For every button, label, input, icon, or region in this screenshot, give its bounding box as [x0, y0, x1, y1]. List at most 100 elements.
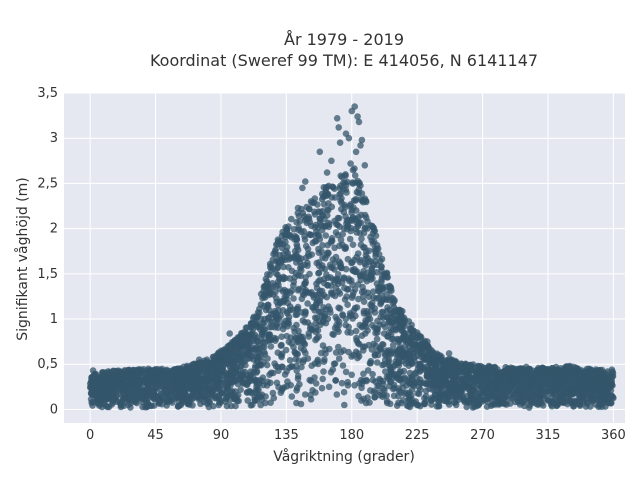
scatter-point: [395, 387, 403, 395]
scatter-point: [422, 387, 430, 395]
scatter-point: [373, 280, 381, 287]
scatter-point: [463, 392, 471, 400]
scatter-point: [373, 241, 381, 249]
scatter-point: [313, 335, 321, 342]
scatter-point: [256, 348, 263, 356]
scatter-point: [311, 211, 319, 218]
scatter-point: [343, 178, 351, 186]
scatter-point: [522, 363, 530, 371]
scatter-point: [540, 388, 547, 396]
scatter-point: [355, 213, 362, 221]
scatter-point: [222, 395, 230, 403]
scatter-point: [171, 378, 178, 386]
scatter-point: [546, 367, 554, 375]
scatter-point: [450, 358, 458, 365]
scatter-point: [279, 288, 287, 295]
scatter-point: [542, 380, 549, 388]
scatter-point: [515, 367, 522, 375]
scatter-point: [336, 305, 344, 312]
scatter-point: [356, 229, 364, 237]
scatter-point: [574, 390, 582, 397]
scatter-point: [314, 231, 322, 238]
scatter-point: [322, 306, 330, 313]
scatter-point: [378, 255, 386, 263]
scatter-point: [501, 394, 509, 402]
scatter-point: [341, 296, 349, 303]
scatter-point: [346, 235, 354, 243]
scatter-point: [239, 333, 246, 341]
scatter-point: [483, 403, 491, 411]
scatter-point: [304, 300, 311, 307]
scatter-point: [333, 391, 341, 398]
scatter-point: [226, 330, 233, 337]
scatter-point: [352, 348, 360, 356]
scatter-point: [569, 376, 577, 384]
scatter-point: [317, 349, 325, 357]
scatter-point: [358, 332, 366, 340]
scatter-point: [369, 321, 376, 329]
scatter-point: [250, 374, 257, 382]
scatter-point: [273, 379, 281, 387]
scatter-point: [362, 323, 370, 331]
scatter-point: [295, 357, 303, 364]
scatter-point: [107, 395, 114, 403]
scatter-point: [304, 262, 311, 270]
scatter-point: [344, 329, 351, 336]
scatter-point: [452, 398, 459, 406]
scatter-point: [417, 349, 424, 357]
scatter-point: [239, 380, 246, 387]
scatter-point: [274, 271, 282, 279]
scatter-point: [270, 250, 277, 258]
scatter-point: [280, 263, 287, 271]
scatter-point: [266, 331, 274, 338]
scatter-point: [485, 378, 493, 386]
scatter-point: [352, 327, 360, 335]
scatter-point: [350, 256, 358, 264]
scatter-point: [563, 388, 570, 395]
scatter-point: [293, 218, 300, 226]
scatter-point: [405, 329, 413, 337]
scatter-point: [573, 368, 580, 376]
scatter-point: [148, 378, 155, 385]
scatter-point: [240, 351, 247, 359]
scatter-point: [337, 236, 345, 244]
scatter-point: [337, 264, 345, 272]
scatter-point: [503, 384, 510, 392]
scatter-point: [95, 381, 102, 389]
x-tick-label: 360: [601, 428, 626, 443]
scatter-point: [310, 304, 317, 311]
scatter-point: [535, 383, 543, 390]
scatter-point: [411, 337, 419, 345]
scatter-point: [339, 362, 347, 369]
scatter-point: [340, 388, 348, 396]
scatter-point: [515, 380, 522, 388]
scatter-point: [283, 226, 291, 234]
scatter-point: [302, 286, 309, 294]
scatter-point: [598, 391, 605, 399]
scatter-point: [305, 330, 313, 337]
scatter-point: [335, 124, 343, 131]
chart-title-line2: Koordinat (Sweref 99 TM): E 414056, N 61…: [150, 51, 538, 70]
scatter-point: [103, 402, 110, 410]
scatter-point: [320, 201, 328, 208]
scatter-point: [386, 318, 394, 326]
scatter-point: [332, 349, 340, 356]
scatter-point: [352, 268, 360, 276]
scatter-point: [364, 367, 372, 374]
scatter-point: [547, 383, 554, 391]
scatter-point: [346, 310, 354, 317]
scatter-point: [395, 375, 403, 382]
scatter-point: [140, 396, 148, 403]
scatter-point: [348, 294, 356, 302]
scatter-point: [463, 403, 471, 411]
scatter-point: [211, 383, 219, 391]
scatter-point: [383, 269, 391, 277]
scatter-point: [349, 281, 356, 289]
scatter-point: [132, 385, 139, 393]
scatter-point: [288, 393, 296, 400]
scatter-point: [471, 397, 479, 404]
scatter-point: [445, 350, 453, 357]
scatter-point: [448, 389, 456, 397]
scatter-point: [486, 384, 493, 391]
scatter-point: [336, 191, 343, 198]
